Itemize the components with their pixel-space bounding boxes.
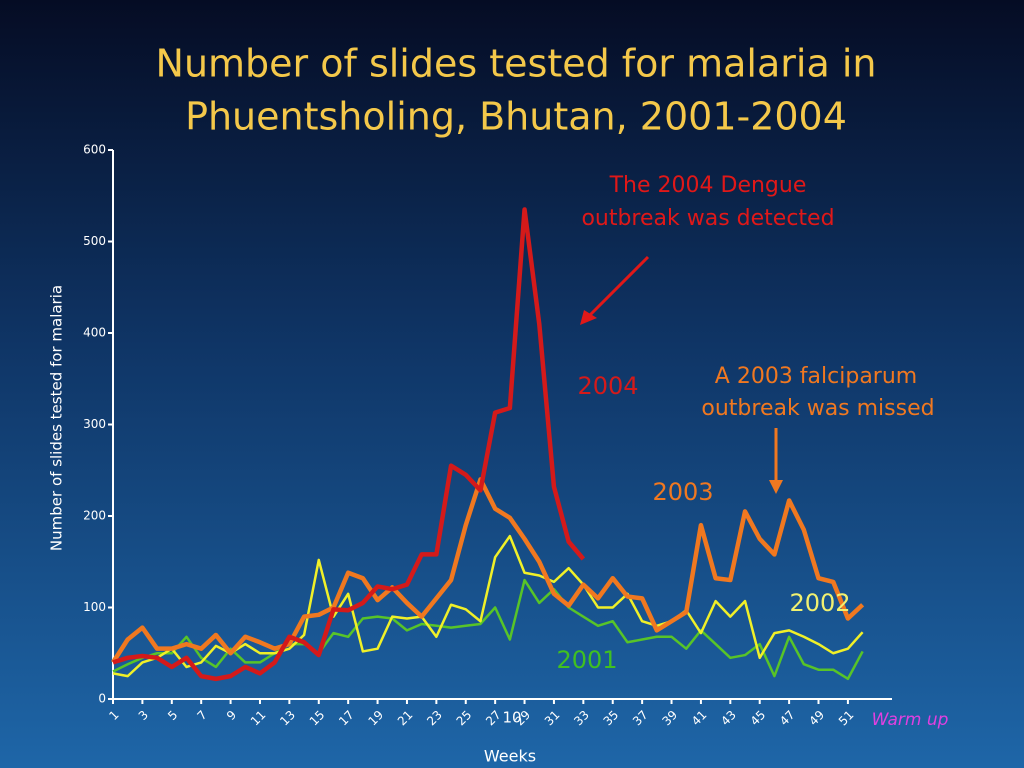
y-tick-label: 200 <box>83 509 106 523</box>
y-tick-label: 600 <box>83 143 106 157</box>
chart-title: Phuentsholing, Bhutan, 2001-2004 <box>185 95 847 139</box>
series-label: 2004 <box>577 372 638 400</box>
series-line <box>111 477 865 664</box>
y-tick-label: 0 <box>98 692 106 706</box>
series-line <box>112 207 586 682</box>
chart-title: Number of slides tested for malaria in <box>156 42 877 86</box>
annotation: The 2004 Dengue <box>609 173 807 198</box>
annotation: Warm up <box>872 710 949 730</box>
arrow <box>583 255 650 322</box>
annotation: A 2003 falciparum <box>715 364 917 389</box>
series-label: 2003 <box>652 478 713 506</box>
arrow-head <box>769 480 783 494</box>
annotation: outbreak was missed <box>701 396 934 421</box>
series-line <box>112 578 864 681</box>
y-axis-label: Number of slides tested for malaria <box>48 285 66 551</box>
series-label: 2002 <box>789 589 850 617</box>
x-axis-label: Weeks <box>484 747 536 766</box>
arrow-head <box>580 310 597 325</box>
y-tick-label: 400 <box>83 326 106 340</box>
y-tick-label: 500 <box>83 234 106 248</box>
y-tick-label: 100 <box>83 600 106 614</box>
y-tick-label: 300 <box>83 417 106 431</box>
series-label: 2001 <box>556 646 617 674</box>
annotation: 10 <box>502 709 521 727</box>
annotation: outbreak was detected <box>581 206 834 231</box>
series-line <box>112 534 864 678</box>
